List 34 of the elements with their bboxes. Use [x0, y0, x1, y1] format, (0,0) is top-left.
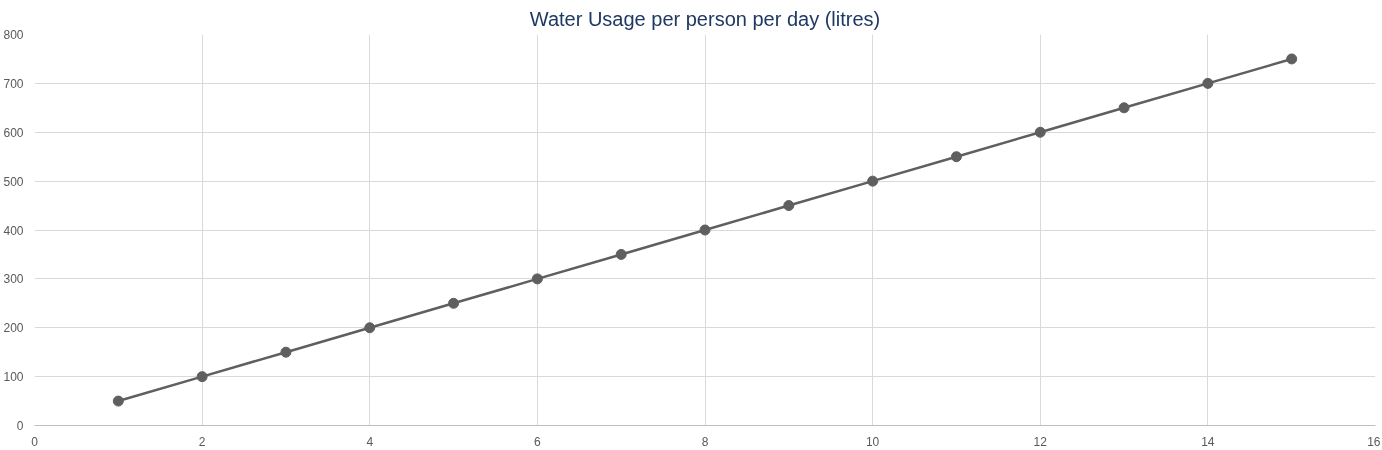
point	[1286, 53, 1298, 65]
point	[448, 297, 460, 309]
y-tick-label: 300	[3, 272, 24, 287]
point	[364, 322, 376, 334]
x-tick-label: 4	[366, 434, 374, 449]
point	[1034, 126, 1046, 138]
x-tick-label: 16	[1367, 434, 1381, 449]
point	[615, 248, 627, 260]
point	[867, 175, 879, 187]
y-tick-label: 700	[3, 76, 24, 91]
y-tick-label: 500	[3, 174, 24, 189]
point	[1118, 102, 1130, 114]
y-tick-label: 600	[3, 125, 24, 140]
chart-title: Water Usage per person per day (litres)	[529, 7, 881, 30]
y-tick-label: 100	[3, 370, 24, 385]
y-tick-label: 0	[16, 419, 24, 433]
point	[196, 371, 208, 383]
x-tick-label: 6	[534, 434, 542, 449]
x-tick-label: 12	[1033, 434, 1048, 449]
y-tick-label: 800	[3, 28, 24, 42]
point	[699, 224, 711, 236]
point	[783, 200, 795, 212]
point	[112, 395, 124, 407]
x-tick-label: 2	[198, 434, 206, 449]
point	[950, 151, 962, 163]
x-tick-label: 14	[1201, 434, 1215, 449]
point	[531, 273, 543, 285]
y-tick-label: 200	[3, 321, 24, 336]
x-tick-label: 0	[31, 434, 39, 449]
x-tick-label: 10	[865, 434, 880, 449]
point	[280, 346, 292, 358]
y-tick-label: 400	[3, 223, 24, 238]
point	[1202, 77, 1214, 89]
x-tick-label: 8	[701, 434, 709, 449]
